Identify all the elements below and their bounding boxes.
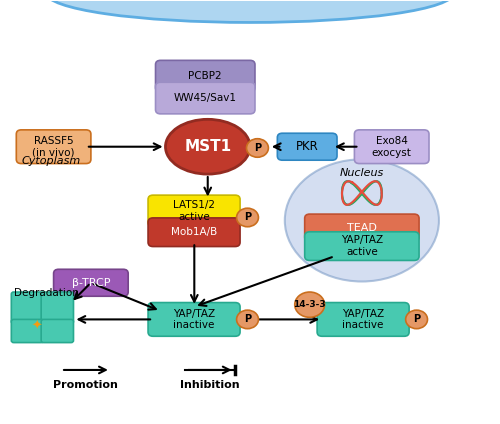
FancyBboxPatch shape <box>304 214 419 242</box>
FancyBboxPatch shape <box>41 319 74 343</box>
FancyBboxPatch shape <box>12 319 44 343</box>
Circle shape <box>295 292 324 317</box>
Text: P: P <box>244 212 251 223</box>
Text: β-TRCP: β-TRCP <box>72 278 110 288</box>
FancyBboxPatch shape <box>54 269 128 296</box>
Text: PCBP2: PCBP2 <box>188 71 222 81</box>
Text: Promotion: Promotion <box>54 380 118 390</box>
FancyBboxPatch shape <box>148 218 240 246</box>
Circle shape <box>406 310 427 329</box>
FancyBboxPatch shape <box>16 130 91 164</box>
Circle shape <box>236 208 258 227</box>
Text: 14-3-3: 14-3-3 <box>294 300 326 309</box>
Ellipse shape <box>285 159 439 282</box>
Text: WW45/Sav1: WW45/Sav1 <box>174 93 237 103</box>
FancyBboxPatch shape <box>41 292 74 324</box>
Ellipse shape <box>166 119 250 174</box>
Text: YAP/TAZ
inactive: YAP/TAZ inactive <box>342 309 384 330</box>
Text: YAP/TAZ
active: YAP/TAZ active <box>341 235 383 257</box>
Text: Inhibition: Inhibition <box>180 380 240 390</box>
Text: RASSF5
(in vivo): RASSF5 (in vivo) <box>32 136 75 157</box>
Text: Nucleus: Nucleus <box>340 168 384 178</box>
Ellipse shape <box>46 0 454 22</box>
Text: Exo84
exocyst: Exo84 exocyst <box>372 136 412 157</box>
Circle shape <box>246 139 268 157</box>
Text: Mob1A/B: Mob1A/B <box>171 227 217 237</box>
Text: Cytoplasm: Cytoplasm <box>22 156 80 165</box>
Text: ✦: ✦ <box>32 320 42 333</box>
FancyBboxPatch shape <box>304 232 419 260</box>
Text: MST1: MST1 <box>184 139 232 154</box>
FancyBboxPatch shape <box>148 195 240 227</box>
FancyBboxPatch shape <box>354 130 429 164</box>
FancyBboxPatch shape <box>156 82 255 114</box>
Text: P: P <box>413 315 420 324</box>
Text: YAP/TAZ
inactive: YAP/TAZ inactive <box>173 309 215 330</box>
FancyBboxPatch shape <box>156 60 255 92</box>
Text: P: P <box>244 315 251 324</box>
Circle shape <box>236 310 258 329</box>
FancyBboxPatch shape <box>278 133 337 160</box>
Text: TEAD: TEAD <box>347 223 377 233</box>
FancyBboxPatch shape <box>317 303 409 336</box>
Text: PKR: PKR <box>296 140 318 153</box>
FancyBboxPatch shape <box>12 292 44 324</box>
Text: P: P <box>254 143 261 153</box>
FancyBboxPatch shape <box>148 303 240 336</box>
Text: Degradation: Degradation <box>14 288 78 298</box>
Text: LATS1/2
active: LATS1/2 active <box>173 200 215 222</box>
